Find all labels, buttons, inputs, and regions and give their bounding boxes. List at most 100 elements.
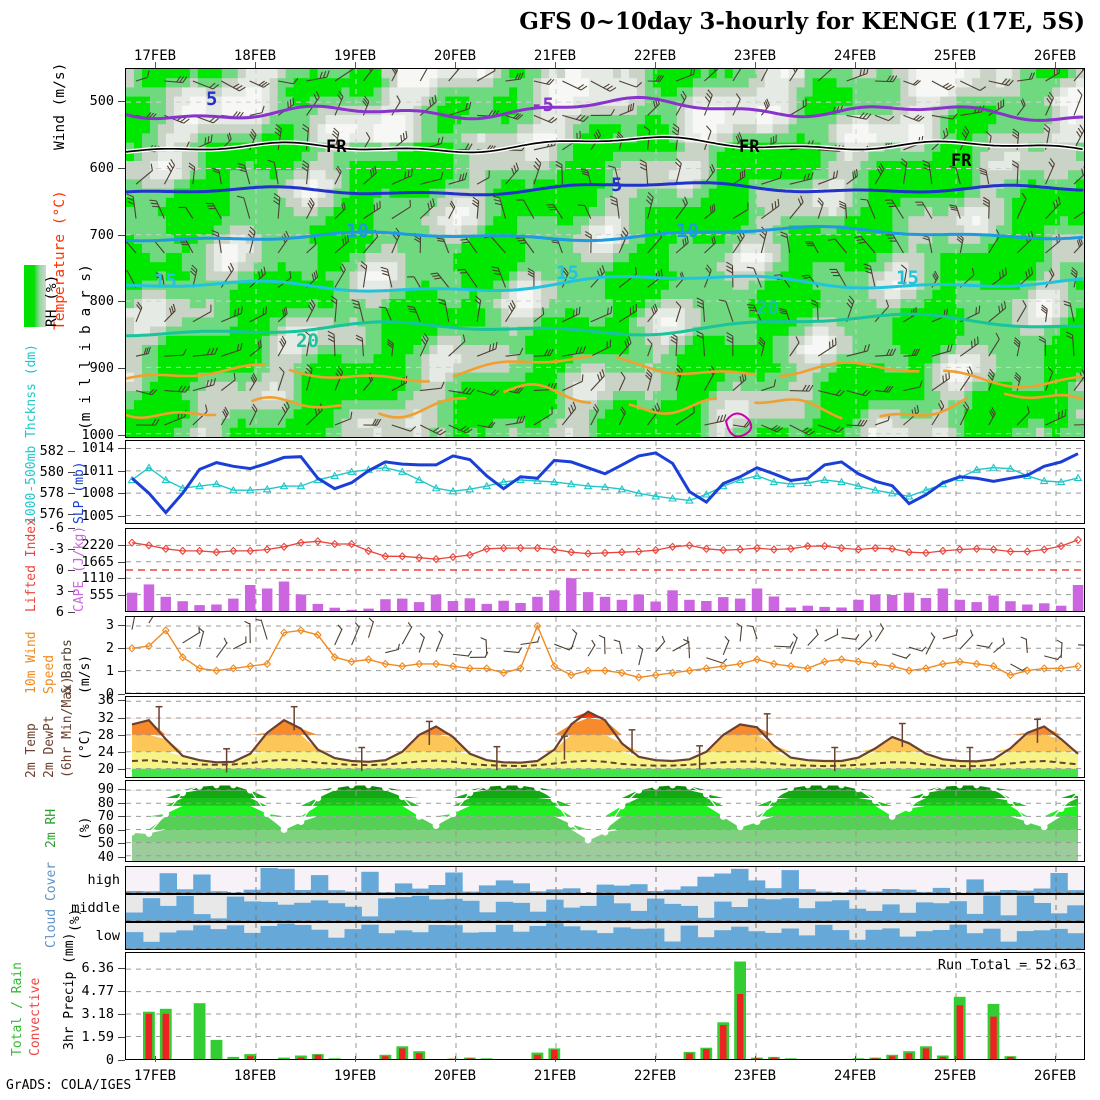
date-tick-label: 18FEB bbox=[233, 1068, 277, 1084]
date-tick-label: 22FEB bbox=[633, 48, 677, 64]
axis-tick bbox=[118, 1060, 125, 1061]
axis-tick-label: -6 bbox=[47, 520, 64, 536]
date-tick-label: 26FEB bbox=[1033, 48, 1077, 64]
cloud-label-high: high bbox=[87, 872, 120, 888]
axis-tick bbox=[118, 843, 125, 845]
axis-tick-label: 20 bbox=[97, 761, 114, 778]
contour-label-15a: 15 bbox=[154, 270, 177, 292]
axis-tick-label: 0 bbox=[55, 562, 64, 578]
date-tick-label: 17FEB bbox=[133, 48, 177, 64]
axis-caption-temp2m-d: (°C) bbox=[78, 728, 93, 760]
contour-label-15b: 15 bbox=[556, 262, 579, 284]
date-tick-label: 17FEB bbox=[133, 1068, 177, 1084]
date-tick-label: 22FEB bbox=[633, 1068, 677, 1084]
cloud-middle-panel bbox=[125, 894, 1085, 922]
page-title: GFS 0~10day 3-hourly for KENGE (17E, 5S) bbox=[519, 8, 1085, 35]
axis-tick bbox=[118, 368, 125, 369]
date-tick bbox=[855, 62, 856, 68]
credit-label: GrADS: COLA/IGES bbox=[6, 1078, 132, 1093]
axis-tick-label: 576 bbox=[39, 505, 64, 522]
axis-tick bbox=[118, 968, 125, 970]
axis-tick-label: 500 bbox=[89, 93, 114, 110]
date-tick-label: 23FEB bbox=[733, 1068, 777, 1084]
axis-tick-label: 80 bbox=[97, 794, 114, 811]
contour-label-5a: 5 bbox=[206, 88, 217, 110]
axis-tick bbox=[118, 802, 125, 804]
axis-tick bbox=[118, 1014, 125, 1016]
axis-caption-cloud: Cloud Cover bbox=[44, 861, 59, 948]
date-tick bbox=[655, 1056, 656, 1062]
axis-tick-label: 24 bbox=[97, 744, 114, 761]
axis-tick bbox=[118, 694, 125, 695]
contour-label-fr-3: FR bbox=[951, 151, 972, 171]
axis-tick-label: 3.18 bbox=[81, 1006, 114, 1023]
axis-tick-label: 90 bbox=[97, 781, 114, 798]
axis-tick-label: 3 bbox=[105, 617, 114, 634]
date-tick bbox=[655, 62, 656, 68]
axis-tick bbox=[68, 570, 75, 571]
axis-tick-label: 1005 bbox=[81, 508, 114, 525]
axis-tick-label: 1.59 bbox=[81, 1029, 114, 1046]
axis-tick bbox=[68, 612, 75, 613]
axis-tick-label: 900 bbox=[89, 360, 114, 376]
axis-caption-wind10m-b: Speed bbox=[42, 654, 57, 694]
axis-tick bbox=[118, 544, 125, 546]
date-tick-label: 21FEB bbox=[533, 1068, 577, 1084]
contour-label-5b: 5 bbox=[611, 174, 622, 196]
axis-tick bbox=[68, 549, 75, 550]
axis-tick-label: 70 bbox=[97, 808, 114, 825]
date-tick bbox=[455, 1056, 456, 1062]
precip-panel: Run Total = 52.63 bbox=[125, 952, 1085, 1060]
date-tick bbox=[1055, 62, 1056, 68]
axis-tick bbox=[118, 991, 125, 993]
axis-caption-wind10m-d: (m/s) bbox=[78, 654, 93, 694]
cloud-label-low: low bbox=[95, 928, 120, 944]
axis-caption-precip-total: Total / Rain bbox=[10, 962, 25, 1056]
axis-tick-label: 40 bbox=[97, 848, 114, 865]
axis-caption-precip-conv: Convective bbox=[28, 977, 43, 1056]
date-tick-label: 24FEB bbox=[833, 1068, 877, 1084]
axis-tick-label: 1011 bbox=[81, 462, 114, 479]
date-tick bbox=[355, 1056, 356, 1062]
axis-tick bbox=[68, 471, 75, 473]
contour-label-15c: 15 bbox=[896, 267, 919, 289]
axis-caption-cloud-unit: (%) bbox=[68, 908, 83, 932]
axis-tick bbox=[118, 301, 125, 303]
axis-tick-label: 1110 bbox=[81, 570, 114, 587]
axis-tick bbox=[118, 648, 125, 650]
axis-tick-label: 0 bbox=[105, 1052, 114, 1068]
date-tick bbox=[555, 1056, 556, 1062]
cloud-high-panel bbox=[125, 866, 1085, 894]
axis-tick-label: 6.36 bbox=[81, 960, 114, 977]
date-tick-label: 21FEB bbox=[533, 48, 577, 64]
axis-tick bbox=[118, 829, 125, 831]
axis-tick bbox=[118, 578, 125, 580]
date-tick bbox=[1055, 1056, 1056, 1062]
date-tick bbox=[155, 62, 156, 68]
axis-tick bbox=[118, 752, 125, 754]
axis-tick-label: 50 bbox=[97, 835, 114, 852]
date-tick-label: 24FEB bbox=[833, 48, 877, 64]
date-tick-label: 19FEB bbox=[333, 48, 377, 64]
axis-tick bbox=[68, 492, 75, 494]
date-tick-label: 20FEB bbox=[433, 1068, 477, 1084]
axis-tick bbox=[118, 769, 125, 771]
axis-tick-label: 6 bbox=[55, 604, 64, 620]
axis-tick bbox=[118, 493, 125, 495]
date-tick-label: 26FEB bbox=[1033, 1068, 1077, 1084]
date-tick-label: 19FEB bbox=[333, 1068, 377, 1084]
date-tick bbox=[855, 1056, 856, 1062]
axis-tick bbox=[118, 789, 125, 791]
axis-caption-wind10m-a: 10m Wind bbox=[24, 631, 39, 694]
temp2m-panel bbox=[125, 696, 1085, 778]
axis-tick bbox=[118, 717, 125, 719]
axis-tick-label: 582 bbox=[39, 442, 64, 459]
axis-tick bbox=[118, 595, 125, 597]
rh2m-panel bbox=[125, 780, 1085, 862]
axis-caption-lifted-index: Lifted Index bbox=[24, 518, 39, 612]
axis-tick-label: 36 bbox=[97, 692, 114, 709]
axis-caption-thickness: 1000-500mb Thcknss (dm) bbox=[24, 343, 39, 524]
date-tick bbox=[355, 62, 356, 68]
axis-tick-label: 555 bbox=[89, 587, 114, 604]
axis-tick-label: 28 bbox=[97, 726, 114, 743]
